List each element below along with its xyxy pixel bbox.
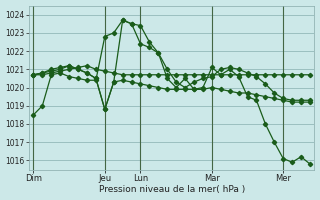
X-axis label: Pression niveau de la mer( hPa ): Pression niveau de la mer( hPa )	[99, 185, 245, 194]
